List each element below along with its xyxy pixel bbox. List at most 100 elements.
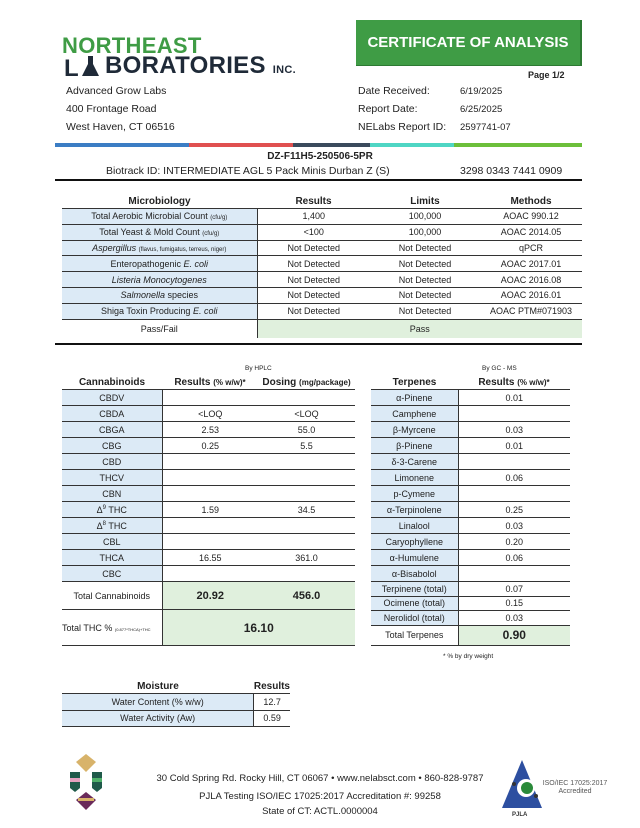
result: 1,400 [257, 208, 370, 225]
cannabinoid-name: CBDV [99, 392, 125, 403]
header-unit: (mg/package) [299, 378, 351, 387]
total-label: Total Cannabinoids [62, 581, 163, 610]
organism: E. coli [183, 258, 209, 269]
terpene-result: 0.01 [458, 437, 570, 454]
limit: 100,000 [370, 208, 480, 225]
cannabinoid-result [162, 469, 258, 486]
terpene-name: α-Bisabolol [371, 565, 459, 582]
result: <100 [257, 224, 370, 241]
cannabinoid-dose: 5.5 [258, 437, 355, 454]
client-city: West Haven, CT 06516 [66, 121, 175, 133]
cannabinoid-dose [258, 565, 355, 582]
date-received-label: Date Received: [358, 85, 430, 97]
cannabinoid-dose: 34.5 [258, 501, 355, 518]
method: AOAC 2014.05 [480, 224, 582, 241]
header-results: Results [257, 196, 370, 209]
cannabinoid-result: 2.53 [162, 421, 258, 438]
page-number: Page 1/2 [528, 70, 565, 80]
organism: E. coli [192, 306, 218, 317]
method: qPCR [480, 240, 582, 257]
header-microbiology: Microbiology [62, 196, 257, 209]
test-name: Shiga Toxin Producing [101, 306, 193, 317]
terpene-name: Terpinene (total) [371, 581, 459, 597]
cannabinoid-dose [258, 517, 355, 534]
cannabinoid-result: 1.59 [162, 501, 258, 518]
cannabinoid-dose [258, 533, 355, 550]
unit: (flavus, fumigatus, terreus, niger) [138, 246, 227, 253]
date-received: 6/19/2025 [460, 86, 503, 97]
total-label: Total Terpenes [371, 625, 459, 646]
table-row: CBN [62, 485, 355, 502]
table-row: β-Pinene 0.01 [371, 437, 570, 454]
svg-text:L: L [64, 55, 79, 78]
table-row: CBD [62, 453, 355, 470]
terpene-result: 0.03 [458, 610, 570, 626]
total-dose: 456.0 [258, 581, 355, 610]
superscript: 8 [102, 520, 106, 527]
table-row: CBGA 2.53 55.0 [62, 421, 355, 438]
client-street: 400 Frontage Road [66, 103, 157, 115]
cannabinoid-name: CBDA [99, 408, 125, 419]
terpene-method: By GC - MS [482, 365, 517, 372]
table-row: α-Terpinolene 0.25 [371, 501, 570, 518]
table-row: p-Cymene [371, 485, 570, 502]
sample-code: DZ-F11H5-250506-5PR [267, 151, 373, 162]
table-row: Ocimene (total) 0.15 [371, 596, 570, 611]
cannabinoid-result [162, 517, 258, 534]
cannabinoid-result: 16.55 [162, 549, 258, 566]
header-terpenes: Terpenes [371, 377, 458, 390]
biotrack-number: 3298 0343 7441 0909 [460, 165, 563, 177]
terpenes-table: Terpenes Results (% w/w)* α-Pinene 0.01 Cam… [371, 377, 570, 646]
report-date-label: Report Date: [358, 103, 418, 115]
table-row: Listeria Monocytogenes Not Detected Not De… [62, 271, 582, 288]
test-name: Total Aerobic Microbial Count [91, 211, 208, 222]
report-id-label: NELabs Report ID: [358, 121, 447, 133]
terpene-result: 0.20 [458, 533, 570, 550]
pjla-logo-icon: PJLA [502, 760, 542, 818]
cannabinoid-name: THCV [99, 472, 125, 483]
terpene-result [458, 405, 570, 422]
report-id: 2597741-07 [460, 122, 511, 133]
cannabinoid-name: THCA [99, 552, 125, 563]
thc-label: Total THC % [62, 622, 113, 633]
report-date: 6/25/2025 [460, 104, 503, 115]
footer-address: 30 Cold Spring Rd. Rocky Hill, CT 06067 … [156, 773, 484, 784]
terpene-name: α-Pinene [371, 389, 459, 406]
table-row: CBDV [62, 389, 355, 406]
microbiology-table: Microbiology Results Limits Methods Total A… [62, 196, 582, 339]
cannabinoid-dose: <LOQ [258, 405, 355, 422]
table-row: δ-3-Carene [371, 453, 570, 470]
limit: Not Detected [370, 255, 480, 273]
document-title: CERTIFICATE OF ANALYSIS [356, 20, 582, 66]
cannabinoid-name: CBG [101, 440, 122, 451]
limit: Not Detected [370, 287, 480, 304]
client-name: Advanced Grow Labs [66, 85, 167, 97]
test-name: Salmonella [120, 290, 165, 301]
pjla-text: PJLA [512, 812, 528, 818]
cannabinoid-name: CBD [102, 456, 122, 467]
cannabinoid-dose [258, 453, 355, 470]
header-dosing: Dosing (mg/package) [258, 377, 355, 390]
terpene-name: Nerolidol (total) [371, 610, 459, 626]
table-row: Water Content (% w/w) 12.7 [62, 693, 290, 711]
header-text: Results [478, 377, 515, 388]
footer-accreditation: PJLA Testing ISO/IEC 17025:2017 Accredit… [199, 791, 441, 802]
result: Not Detected [257, 303, 370, 320]
test-name: Listeria Monocytogenes [111, 274, 207, 285]
terpene-result [458, 453, 570, 470]
unit: (cfu/g) [210, 215, 228, 222]
cannabinoid-dose: 361.0 [258, 549, 355, 566]
moisture-name: Water Content (% w/w) [62, 693, 255, 711]
limit: Not Detected [370, 303, 480, 320]
table-row: THCV [62, 469, 355, 486]
header-limits: Limits [370, 196, 480, 209]
cannabinoid-result [162, 533, 258, 550]
divider [55, 179, 582, 181]
table-row: CBL [62, 533, 355, 550]
method: AOAC PTM#071903 [480, 303, 582, 320]
cannabinoid-result [162, 485, 258, 502]
table-row: CBG 0.25 5.5 [62, 437, 355, 454]
table-row: THCA 16.55 361.0 [62, 549, 355, 566]
terpene-name: α-Terpinolene [371, 501, 459, 518]
logo-northeast: NORTHEAST [62, 33, 202, 58]
